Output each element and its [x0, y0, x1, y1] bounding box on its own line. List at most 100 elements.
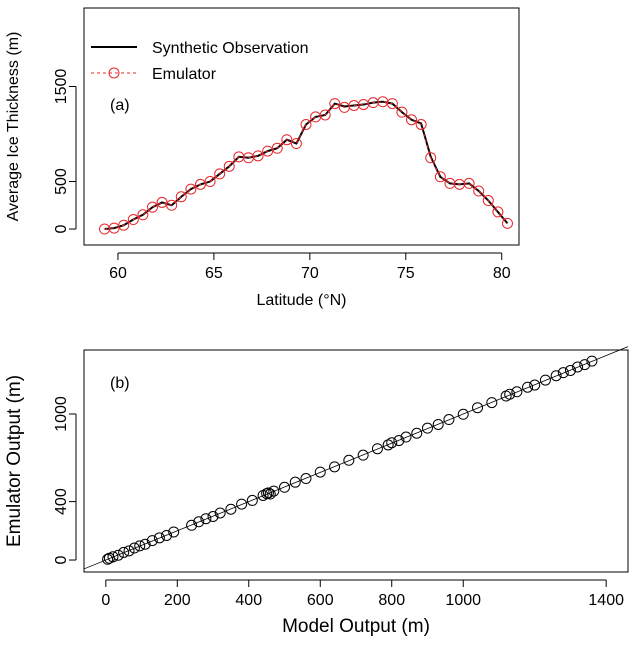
point — [118, 219, 130, 231]
point — [357, 449, 369, 461]
x-tick-label: 1000 — [445, 592, 481, 609]
point — [161, 529, 173, 541]
point — [279, 481, 291, 493]
point — [329, 461, 341, 473]
point — [281, 134, 293, 146]
y-axis-label: Average Ice Thickness (m) — [5, 32, 22, 222]
point — [314, 466, 326, 478]
point — [501, 217, 513, 229]
panel-label: (a) — [110, 97, 130, 114]
point — [557, 367, 569, 379]
point — [300, 473, 312, 485]
x-tick-label: 70 — [301, 265, 319, 282]
y-tick-label: 0 — [53, 224, 70, 233]
point — [329, 98, 341, 110]
plot-box — [83, 349, 629, 573]
point — [168, 526, 180, 538]
x-tick-label: 800 — [378, 592, 405, 609]
point — [425, 152, 437, 164]
point — [146, 535, 158, 547]
point — [550, 370, 562, 382]
point — [434, 171, 446, 183]
x-tick-label: 1400 — [588, 592, 624, 609]
point — [252, 150, 264, 162]
point — [207, 511, 219, 522]
point — [463, 177, 475, 189]
point — [147, 201, 159, 213]
point — [572, 361, 584, 373]
point — [504, 388, 516, 400]
point — [236, 498, 248, 510]
point — [421, 422, 433, 434]
point — [118, 546, 130, 558]
x-tick-label: 65 — [205, 265, 223, 282]
x-tick-label: 80 — [493, 265, 511, 282]
x-tick-label: 400 — [235, 592, 262, 609]
point — [223, 160, 235, 172]
point — [564, 364, 576, 376]
series-line — [104, 101, 508, 230]
point — [204, 176, 216, 188]
x-tick-label: 200 — [164, 592, 191, 609]
y-tick-label: 500 — [53, 168, 70, 195]
y-tick-label: 0 — [53, 555, 70, 564]
point — [153, 532, 165, 544]
point — [262, 487, 274, 499]
point — [406, 114, 418, 126]
point — [214, 507, 226, 519]
point — [246, 494, 258, 506]
point — [289, 476, 301, 488]
plot-box — [83, 7, 520, 246]
point — [268, 485, 280, 497]
point — [386, 437, 398, 449]
point — [225, 503, 237, 515]
point — [112, 549, 124, 561]
x-tick-label: 0 — [101, 592, 110, 609]
point — [271, 142, 283, 154]
point — [290, 138, 302, 150]
point — [200, 513, 212, 525]
series-line — [104, 100, 509, 231]
panel-label: (b) — [110, 375, 130, 392]
point — [175, 191, 187, 203]
point — [300, 119, 312, 131]
point — [457, 408, 469, 420]
point — [511, 386, 523, 398]
point — [166, 199, 178, 211]
point — [579, 359, 591, 371]
point — [393, 435, 405, 447]
point — [386, 98, 398, 110]
x-tick-label: 600 — [307, 592, 334, 609]
point — [185, 183, 197, 195]
point — [107, 551, 119, 563]
point — [193, 516, 205, 528]
point — [102, 553, 114, 565]
point — [529, 379, 541, 391]
y-tick-label: 1000 — [53, 396, 70, 432]
point — [522, 381, 534, 393]
y-tick-label: 1500 — [53, 69, 70, 105]
point — [371, 443, 383, 455]
point — [492, 206, 504, 218]
legend-label: Synthetic Observation — [152, 40, 309, 57]
legend-label: Emulator — [152, 66, 217, 83]
point — [137, 209, 149, 221]
point — [472, 402, 484, 414]
reference-line — [83, 346, 629, 570]
point — [186, 519, 198, 531]
point — [264, 488, 276, 500]
point — [123, 545, 135, 557]
point — [432, 418, 444, 430]
point — [128, 542, 140, 554]
point — [443, 414, 455, 426]
point — [127, 214, 139, 226]
y-tick-label: 400 — [53, 488, 70, 515]
y-axis-label: Emulator Output (m) — [4, 375, 25, 547]
x-tick-label: 60 — [109, 265, 127, 282]
point — [134, 540, 146, 552]
point — [586, 355, 598, 367]
point — [415, 119, 427, 131]
legend-marker — [108, 67, 120, 79]
